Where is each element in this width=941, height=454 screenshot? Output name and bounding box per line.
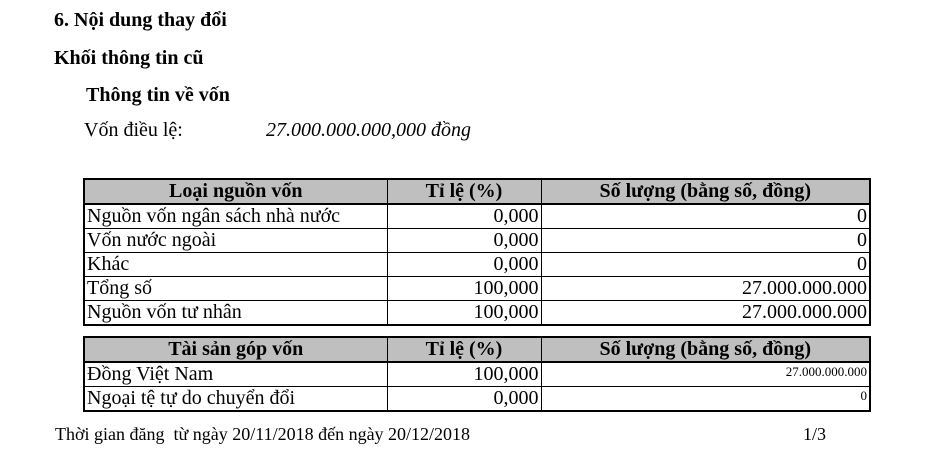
table-row: Khác 0,000 0 — [83, 252, 871, 277]
capital-sources-table-body: Nguồn vốn ngân sách nhà nước 0,000 0 Vốn nư… — [83, 203, 871, 326]
table-cell: Nguồn vốn tư nhân — [83, 300, 388, 326]
table-row: Nguồn vốn ngân sách nhà nước 0,000 0 — [83, 203, 871, 229]
column-header-amount: Số lượng (bằng số, đồng) — [540, 178, 871, 205]
table-cell: Nguồn vốn ngân sách nhà nước — [83, 203, 388, 229]
table-cell: 27.000.000.000 — [540, 300, 871, 326]
page-number: 1/3 — [802, 424, 826, 444]
capital-info-heading: Thông tin về vốn — [86, 84, 230, 106]
table-row: Đồng Việt Nam 100,000 27.000.000.000 — [83, 361, 871, 387]
charter-capital-line: Vốn điều lệ: 27.000.000.000,000 đồng — [84, 118, 471, 142]
table-cell: 0 — [540, 228, 871, 253]
table-row: Ngoại tệ tự do chuyển đổi 0,000 0 — [83, 386, 871, 412]
table-cell: 100,000 — [386, 361, 542, 387]
table-cell: 0 — [540, 203, 871, 229]
column-header-contributed-asset: Tài sản góp vốn — [83, 336, 388, 363]
table-cell: 0,000 — [386, 203, 542, 229]
table-header-row: Tài sản góp vốn Tỉ lệ (%) Số lượng (bằng… — [83, 336, 871, 363]
table-cell: 27.000.000.000 — [540, 361, 871, 387]
table-row: Nguồn vốn tư nhân 100,000 27.000.000.000 — [83, 300, 871, 326]
table-header-row: Loại nguồn vốn Tỉ lệ (%) Số lượng (bằng … — [83, 178, 871, 205]
table-cell: Đồng Việt Nam — [83, 361, 388, 387]
old-info-block-heading: Khối thông tin cũ — [54, 47, 204, 69]
capital-sources-table: Loại nguồn vốn Tỉ lệ (%) Số lượng (bằng … — [83, 178, 871, 326]
publication-period-text: Thời gian đăng từ ngày 20/11/2018 đến ng… — [55, 424, 471, 444]
table-cell: 0,000 — [386, 252, 542, 277]
column-header-amount: Số lượng (bằng số, đồng) — [540, 336, 871, 363]
charter-capital-value: 27.000.000.000,000 đồng — [266, 119, 471, 141]
column-header-ratio: Tỉ lệ (%) — [386, 178, 542, 205]
table-cell: 100,000 — [386, 300, 542, 326]
table-cell: Vốn nước ngoài — [83, 228, 388, 253]
table-cell: Tổng số — [83, 276, 388, 301]
table-cell: Khác — [83, 252, 388, 277]
table-row: Tổng số 100,000 27.000.000.000 — [83, 276, 871, 301]
table-cell: Ngoại tệ tự do chuyển đổi — [83, 386, 388, 412]
contributed-assets-table-body: Đồng Việt Nam 100,000 27.000.000.000 Ngoại … — [83, 361, 871, 412]
table-row: Vốn nước ngoài 0,000 0 — [83, 228, 871, 253]
table-cell: 100,000 — [386, 276, 542, 301]
table-cell: 0,000 — [386, 228, 542, 253]
contributed-assets-table: Tài sản góp vốn Tỉ lệ (%) Số lượng (bằng… — [83, 336, 871, 412]
table-cell: 0 — [540, 252, 871, 277]
page-footer: Thời gian đăng từ ngày 20/11/2018 đến ng… — [55, 423, 826, 445]
column-header-ratio: Tỉ lệ (%) — [386, 336, 542, 363]
table-cell: 0 — [540, 386, 871, 412]
table-cell: 27.000.000.000 — [540, 276, 871, 301]
column-header-capital-source-type: Loại nguồn vốn — [83, 178, 388, 205]
section-heading: 6. Nội dung thay đổi — [54, 9, 227, 31]
table-cell: 0,000 — [386, 386, 542, 412]
charter-capital-label: Vốn điều lệ: — [84, 119, 183, 141]
